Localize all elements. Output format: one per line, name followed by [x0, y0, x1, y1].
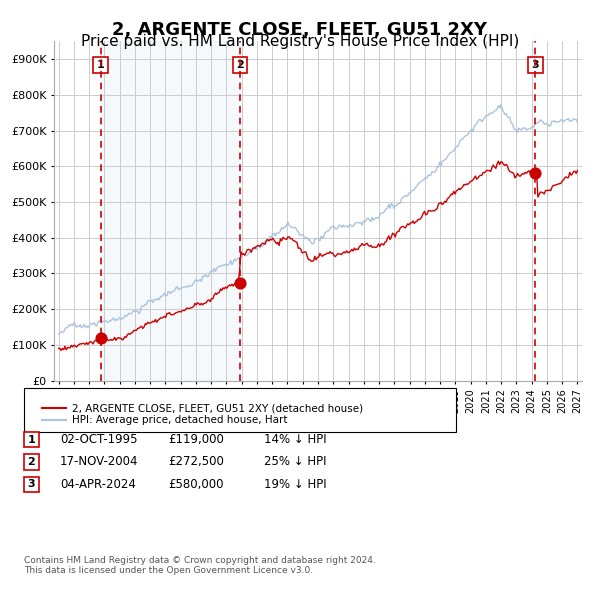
Text: 04-APR-2024: 04-APR-2024 [60, 478, 136, 491]
Text: 19% ↓ HPI: 19% ↓ HPI [264, 478, 326, 491]
Text: Price paid vs. HM Land Registry's House Price Index (HPI): Price paid vs. HM Land Registry's House … [81, 34, 519, 49]
Point [235, 278, 245, 288]
Bar [101, 41, 240, 381]
Text: 3: 3 [28, 480, 35, 489]
Text: 3: 3 [532, 60, 539, 70]
Point [530, 169, 540, 178]
Text: 25% ↓ HPI: 25% ↓ HPI [264, 455, 326, 468]
Text: £119,000: £119,000 [168, 433, 224, 446]
Text: 1: 1 [28, 435, 35, 444]
Text: 1: 1 [97, 60, 104, 70]
Text: 2, ARGENTE CLOSE, FLEET, GU51 2XY: 2, ARGENTE CLOSE, FLEET, GU51 2XY [113, 21, 487, 39]
Text: 2: 2 [236, 60, 244, 70]
Text: 2: 2 [28, 457, 35, 467]
Text: Contains HM Land Registry data © Crown copyright and database right 2024.
This d: Contains HM Land Registry data © Crown c… [24, 556, 376, 575]
Text: £580,000: £580,000 [168, 478, 224, 491]
Text: 2, ARGENTE CLOSE, FLEET, GU51 2XY (detached house): 2, ARGENTE CLOSE, FLEET, GU51 2XY (detac… [72, 404, 363, 413]
Text: 14% ↓ HPI: 14% ↓ HPI [264, 433, 326, 446]
Point [96, 333, 106, 343]
Text: £272,500: £272,500 [168, 455, 224, 468]
Text: 02-OCT-1995: 02-OCT-1995 [60, 433, 137, 446]
Text: HPI: Average price, detached house, Hart: HPI: Average price, detached house, Hart [72, 415, 287, 425]
Text: 17-NOV-2004: 17-NOV-2004 [60, 455, 139, 468]
